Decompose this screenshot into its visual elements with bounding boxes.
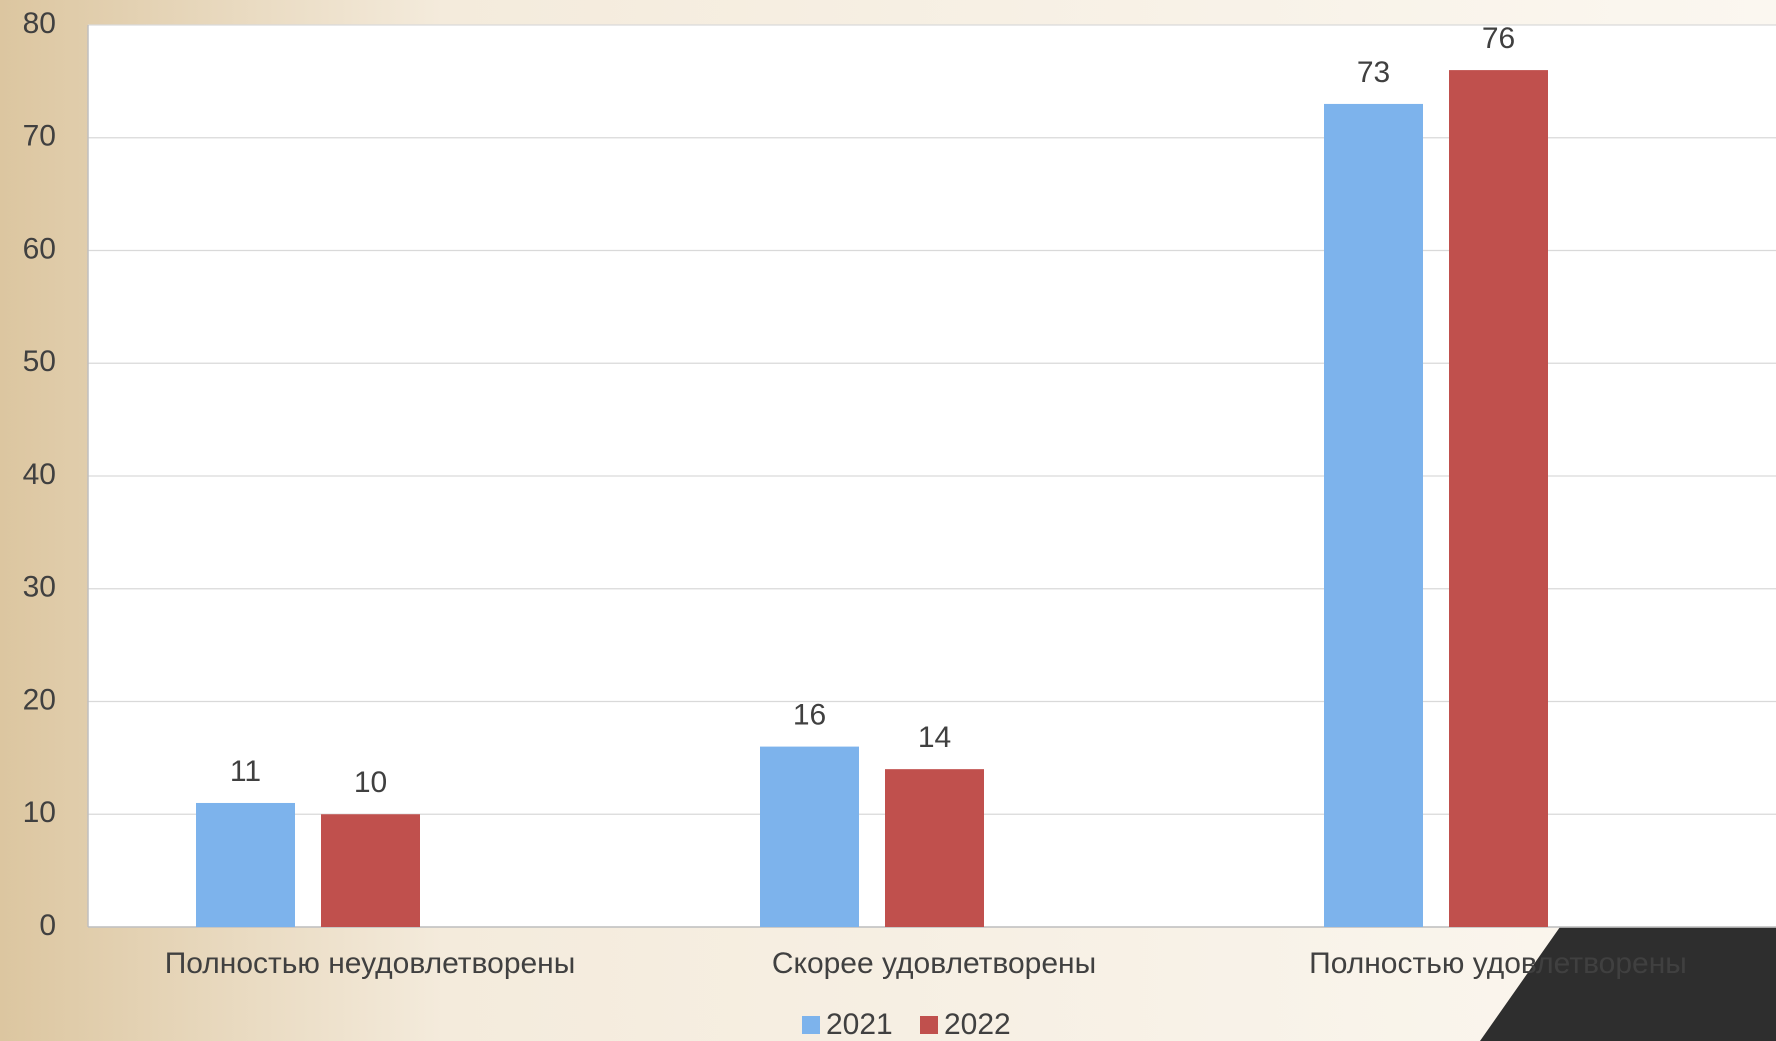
bar <box>321 814 420 927</box>
y-tick-label: 20 <box>23 683 56 716</box>
data-label: 16 <box>793 699 826 732</box>
bar <box>1324 103 1423 928</box>
x-tick-label: Полностью удовлетворены <box>1309 947 1687 980</box>
bar <box>1449 70 1548 928</box>
legend-label: 2022 <box>944 1008 1011 1041</box>
data-label: 73 <box>1357 56 1390 89</box>
data-label: 11 <box>230 755 261 788</box>
bar <box>760 746 859 927</box>
legend-swatch <box>802 1016 820 1034</box>
x-tick-label: Полностью неудовлетворены <box>165 947 576 980</box>
legend-swatch <box>920 1016 938 1034</box>
data-label: 14 <box>918 721 951 754</box>
y-tick-label: 70 <box>23 120 56 153</box>
y-tick-label: 60 <box>23 232 56 265</box>
data-label: 10 <box>354 766 387 799</box>
bar <box>885 769 984 927</box>
y-tick-label: 80 <box>23 7 56 40</box>
y-tick-label: 0 <box>39 909 56 942</box>
data-label: 76 <box>1482 22 1515 55</box>
decoration <box>1480 927 1776 1041</box>
x-tick-label: Скорее удовлетворены <box>772 947 1096 980</box>
y-tick-label: 10 <box>23 796 56 829</box>
y-tick-label: 30 <box>23 571 56 604</box>
y-tick-label: 40 <box>23 458 56 491</box>
bar <box>196 802 295 927</box>
legend-label: 2021 <box>826 1008 893 1041</box>
y-tick-label: 50 <box>23 345 56 378</box>
